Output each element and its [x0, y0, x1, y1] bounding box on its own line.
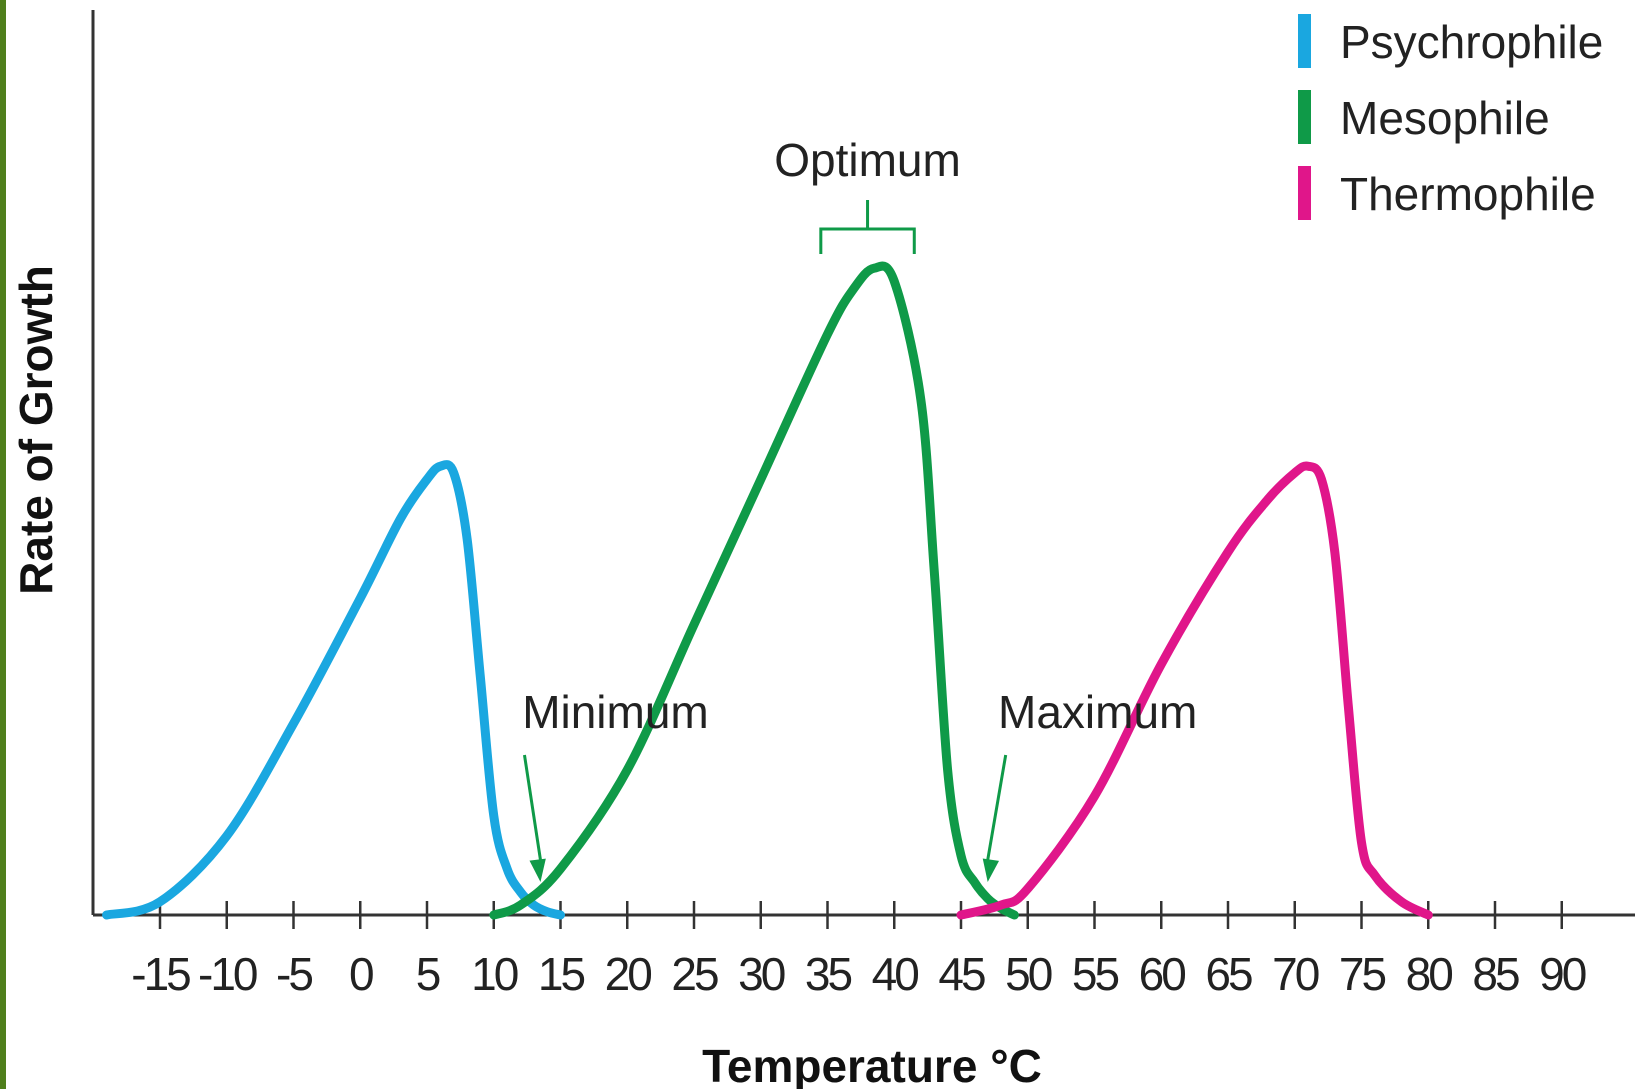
x-tick-label: 0: [349, 948, 373, 1000]
x-tick-label: 55: [1072, 948, 1119, 1000]
x-tick-label: -15: [131, 948, 190, 1000]
maximum-label: Maximum: [998, 686, 1197, 738]
x-tick-label: 5: [416, 948, 440, 1000]
legend: Psychrophile Mesophile Thermophile: [1298, 14, 1603, 220]
series-line-thermophile: [956, 461, 1433, 920]
minimum-label: Minimum: [522, 686, 709, 738]
legend-label-psychrophile: Psychrophile: [1340, 16, 1603, 68]
x-tick-label: 65: [1205, 948, 1252, 1000]
y-axis-label: Rate of Growth: [10, 265, 62, 595]
x-tick-label: 25: [671, 948, 718, 1000]
legend-swatch-psychrophile: [1298, 14, 1311, 68]
x-tick-label: 30: [738, 948, 785, 1000]
x-tick-label: 15: [538, 948, 585, 1000]
series-line-mesophile: [489, 261, 1019, 920]
x-tick-label: 10: [471, 948, 518, 1000]
x-tick-label: 35: [805, 948, 852, 1000]
x-tick-label: -10: [198, 948, 257, 1000]
x-tick-label: 70: [1272, 948, 1319, 1000]
optimum-bracket: [819, 200, 916, 254]
axes: [91, 10, 1635, 917]
x-tick-label: 50: [1005, 948, 1052, 1000]
x-tick-label: -5: [276, 948, 312, 1000]
optimum-label: Optimum: [774, 134, 961, 186]
x-tick-label: 20: [605, 948, 652, 1000]
x-tick-label: 75: [1339, 948, 1386, 1000]
legend-label-thermophile: Thermophile: [1340, 168, 1596, 220]
left-edge-bar: [0, 0, 6, 1089]
series-layer: [102, 261, 1433, 920]
series-line-psychrophile: [102, 460, 565, 920]
legend-label-mesophile: Mesophile: [1340, 92, 1550, 144]
x-tick-label: 90: [1539, 948, 1586, 1000]
x-tick-label: 85: [1472, 948, 1519, 1000]
x-tick-label: 60: [1139, 948, 1186, 1000]
x-axis-label: Temperature °C: [702, 1040, 1042, 1089]
legend-swatch-thermophile: [1298, 166, 1311, 220]
maximum-arrow: [986, 754, 1008, 861]
x-tick-label: 45: [938, 948, 985, 1000]
maximum-arrow-head: [982, 858, 1000, 882]
annotations: Optimum Minimum Maximum: [522, 134, 1197, 882]
legend-swatch-mesophile: [1298, 90, 1311, 144]
minimum-arrow: [522, 754, 542, 861]
x-tick-label: 40: [872, 948, 919, 1000]
x-tick-label: 80: [1406, 948, 1453, 1000]
minimum-arrow-head: [529, 858, 546, 882]
